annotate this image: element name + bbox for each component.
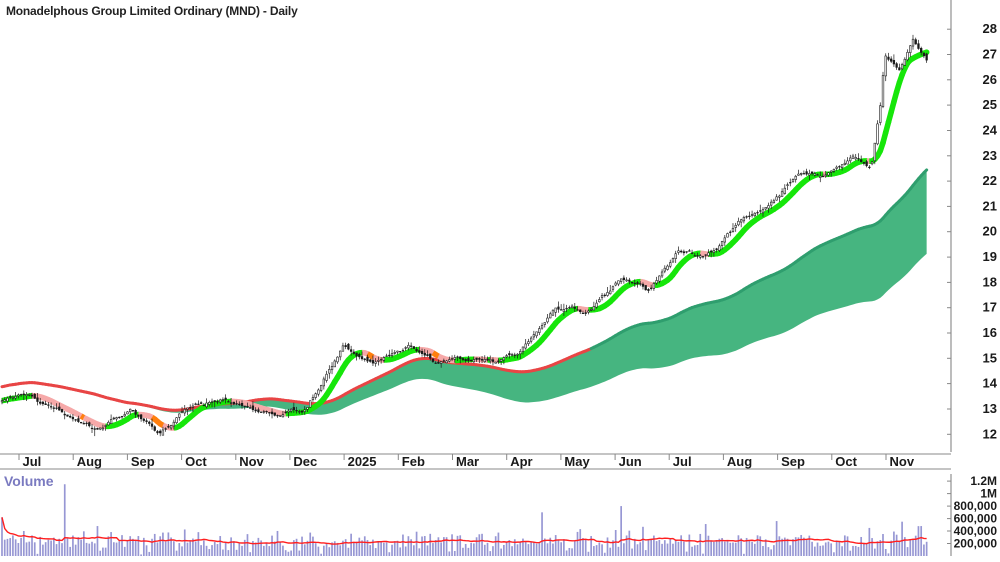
- svg-text:Dec: Dec: [293, 454, 317, 469]
- svg-text:Sep: Sep: [781, 454, 805, 469]
- svg-text:Aug: Aug: [77, 454, 102, 469]
- svg-text:26: 26: [983, 72, 997, 87]
- svg-text:Nov: Nov: [890, 454, 915, 469]
- svg-text:Mar: Mar: [456, 454, 479, 469]
- svg-text:2025: 2025: [348, 454, 377, 469]
- svg-text:14: 14: [983, 376, 998, 391]
- svg-text:16: 16: [983, 325, 997, 340]
- svg-text:Jun: Jun: [619, 454, 642, 469]
- svg-text:24: 24: [983, 123, 998, 138]
- svg-text:27: 27: [983, 47, 997, 62]
- svg-text:Sep: Sep: [131, 454, 155, 469]
- svg-text:21: 21: [983, 198, 997, 213]
- svg-text:Oct: Oct: [835, 454, 857, 469]
- svg-text:19: 19: [983, 249, 997, 264]
- svg-text:17: 17: [983, 300, 997, 315]
- svg-text:Nov: Nov: [239, 454, 264, 469]
- svg-text:Oct: Oct: [185, 454, 207, 469]
- svg-text:Jul: Jul: [673, 454, 692, 469]
- svg-text:Apr: Apr: [510, 454, 532, 469]
- svg-text:22: 22: [983, 173, 997, 188]
- svg-text:Aug: Aug: [727, 454, 752, 469]
- svg-text:Feb: Feb: [402, 454, 425, 469]
- svg-text:May: May: [564, 454, 590, 469]
- svg-text:200,000: 200,000: [954, 537, 998, 551]
- svg-text:25: 25: [983, 97, 997, 112]
- svg-text:13: 13: [983, 401, 997, 416]
- svg-text:Jul: Jul: [23, 454, 42, 469]
- svg-text:28: 28: [983, 21, 997, 36]
- svg-text:Volume: Volume: [4, 473, 54, 489]
- svg-text:20: 20: [983, 224, 997, 239]
- svg-text:15: 15: [983, 350, 997, 365]
- svg-text:23: 23: [983, 148, 997, 163]
- svg-text:18: 18: [983, 274, 997, 289]
- svg-text:12: 12: [983, 426, 997, 441]
